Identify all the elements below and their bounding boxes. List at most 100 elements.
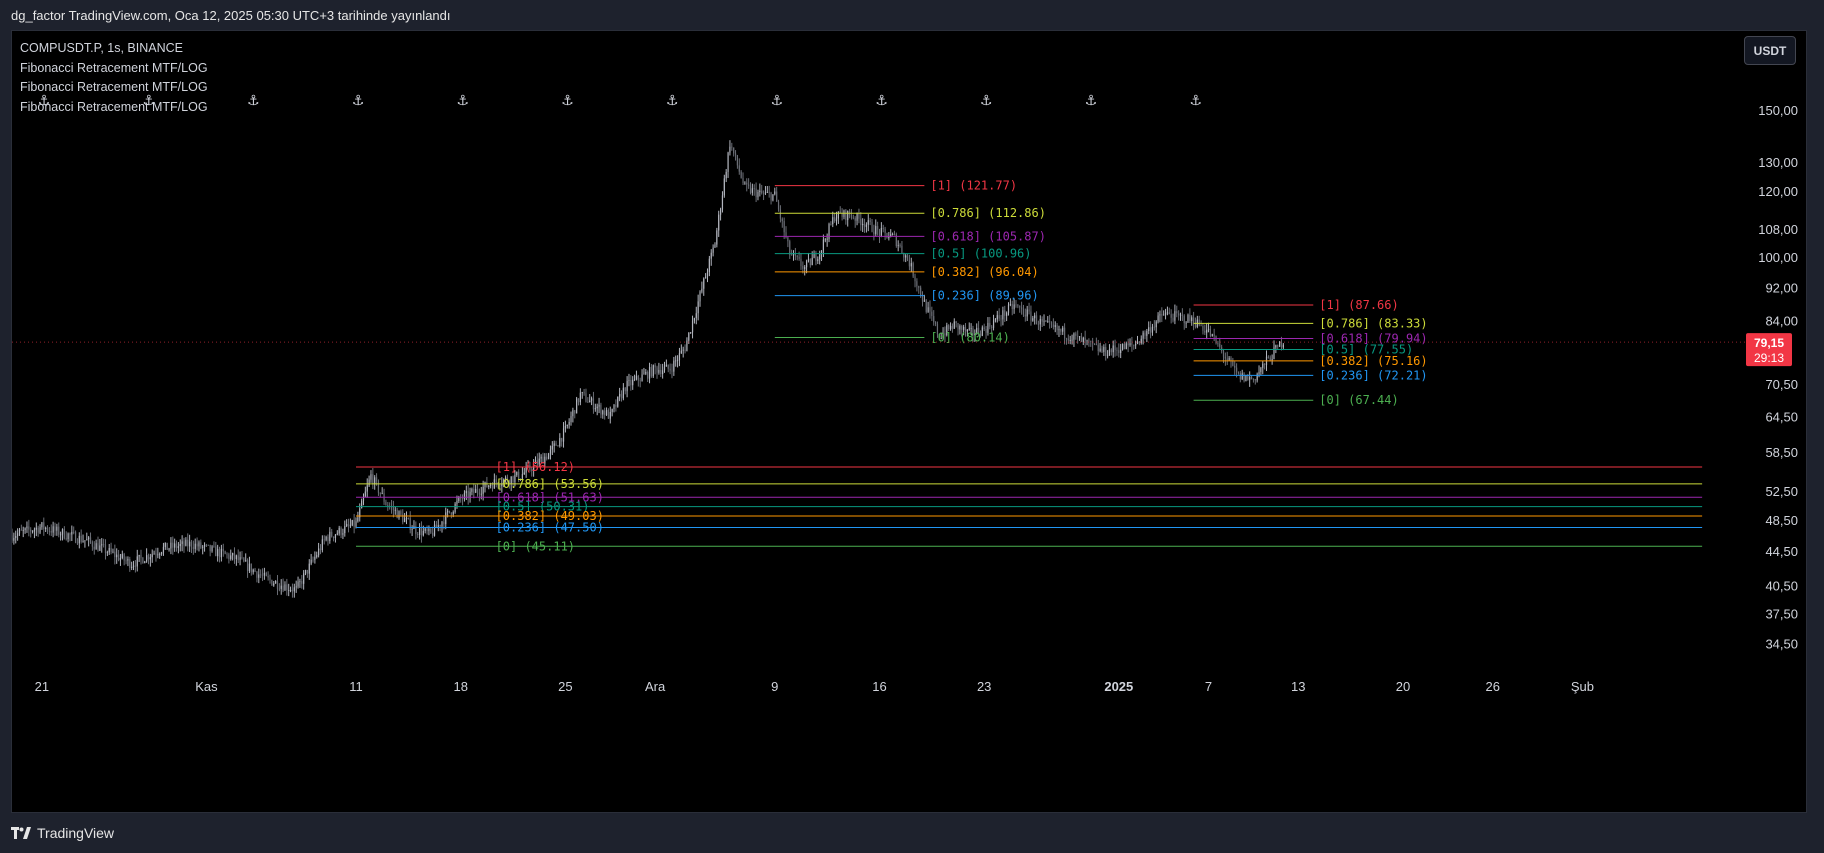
price-chart[interactable]: [1] (121.77) [0.786] (112.86) [0.618] (105… — [12, 31, 1807, 813]
legend-indicator-2[interactable]: Fibonacci Retracement MTF/LOG — [20, 80, 208, 94]
candle-body — [708, 258, 710, 273]
anchor-icon[interactable]: ⚓ — [247, 93, 260, 109]
anchor-icon[interactable]: ⚓ — [1189, 93, 1202, 109]
candle-body — [347, 524, 350, 526]
x-axis-tick-label: 9 — [771, 679, 778, 694]
candle-body — [779, 209, 782, 219]
candle-body — [1095, 344, 1097, 345]
candle-body — [1058, 328, 1060, 331]
candle-body — [957, 323, 959, 330]
legend-indicator-1[interactable]: Fibonacci Retracement MTF/LOG — [20, 60, 208, 75]
candle-body — [1235, 367, 1238, 372]
candle-body — [562, 428, 565, 442]
candle-body — [1151, 326, 1154, 333]
candle-body — [1060, 328, 1062, 332]
candle-body — [203, 544, 206, 547]
candle-body — [1080, 336, 1083, 343]
anchor-icon[interactable]: ⚓ — [875, 93, 888, 109]
anchor-icon[interactable]: ⚓ — [1085, 93, 1098, 109]
anchor-icon[interactable]: ⚓ — [561, 93, 574, 109]
candle-body — [153, 553, 155, 555]
candle-body — [925, 300, 927, 312]
anchor-icon[interactable]: ⚓ — [456, 93, 469, 109]
candle-body — [637, 375, 639, 381]
candle-body — [22, 530, 24, 531]
anchor-icon[interactable]: ⚓ — [38, 93, 51, 109]
candle-body — [744, 182, 746, 184]
candle-body — [252, 569, 254, 573]
anchor-icon[interactable]: ⚓ — [771, 93, 784, 109]
candle-body — [598, 404, 600, 407]
candle-body — [1222, 350, 1225, 357]
candle-body — [1157, 315, 1159, 322]
anchor-icon[interactable]: ⚓ — [142, 93, 155, 109]
candle-body — [733, 147, 735, 154]
candle-body — [647, 371, 649, 379]
candle-body — [1224, 356, 1226, 359]
candle-body — [181, 541, 183, 544]
candle-body — [1243, 373, 1245, 382]
candle-body — [117, 554, 120, 561]
candle-body — [834, 217, 836, 222]
candle-body — [215, 546, 217, 557]
candle-body — [716, 230, 718, 245]
candle-body — [1273, 347, 1275, 360]
published-caption: dg_factor TradingView.com, Oca 12, 2025 … — [11, 8, 451, 23]
candle-body — [785, 232, 787, 238]
currency-button[interactable]: USDT — [1744, 36, 1796, 65]
candle-body — [878, 229, 881, 236]
candle-body — [1230, 358, 1232, 362]
candle-body — [604, 410, 606, 416]
current-price-tag[interactable] — [1746, 333, 1792, 367]
candle-body — [648, 367, 651, 379]
candle-body — [1174, 311, 1176, 321]
candle-body — [65, 538, 67, 540]
x-axis-tick-label: 23 — [977, 679, 991, 694]
candle-body — [475, 489, 477, 493]
candle-body — [33, 529, 36, 532]
candle-body — [224, 551, 226, 554]
candle-body — [1239, 373, 1241, 380]
chart-panel[interactable]: COMPUSDT.P, 1s, BINANCE Fibonacci Retrac… — [11, 30, 1807, 813]
candle-body — [561, 438, 563, 442]
candle-body — [841, 213, 843, 217]
legend-indicator-3[interactable]: Fibonacci Retracement MTF/LOG — [20, 99, 208, 114]
anchor-icon[interactable]: ⚓ — [666, 93, 679, 109]
candle-body — [46, 527, 49, 531]
candle-body — [353, 520, 355, 527]
candle-body — [1105, 347, 1107, 356]
candle-body — [284, 584, 286, 591]
candle-body — [232, 553, 234, 556]
candle-body — [1127, 343, 1129, 346]
candle-body — [488, 485, 490, 488]
candle-body — [454, 503, 456, 512]
candle-body — [690, 332, 692, 334]
candle-body — [746, 182, 748, 185]
candle-body — [542, 456, 544, 464]
candle-body — [572, 410, 574, 417]
candle-body — [906, 255, 909, 261]
tradingview-logo[interactable]: TradingView — [11, 825, 114, 841]
fib-level-label: [0.786] (53.56) — [496, 477, 604, 491]
candle-body — [269, 577, 271, 581]
candle-body — [370, 474, 372, 480]
fib-level-label: [0.236] (72.21) — [1319, 368, 1427, 382]
anchor-icon[interactable]: ⚓ — [352, 93, 365, 109]
candle-body — [289, 589, 292, 591]
candle-body — [927, 307, 929, 312]
candle-body — [929, 307, 931, 312]
candle-body — [794, 252, 796, 256]
candle-body — [192, 547, 194, 549]
fib-level-label: [0.382] (75.16) — [1319, 354, 1427, 368]
candle-body — [729, 146, 731, 153]
candle-body — [293, 587, 295, 592]
candle-body — [1084, 337, 1086, 341]
candle-body — [166, 542, 168, 550]
candle-body — [931, 311, 933, 317]
candle-body — [809, 259, 811, 266]
candle-body — [514, 475, 516, 483]
anchor-icon[interactable]: ⚓ — [980, 93, 993, 109]
candle-body — [1262, 363, 1264, 368]
legend-symbol[interactable]: COMPUSDT.P, 1s, BINANCE — [20, 41, 184, 55]
candle-body — [994, 319, 997, 321]
